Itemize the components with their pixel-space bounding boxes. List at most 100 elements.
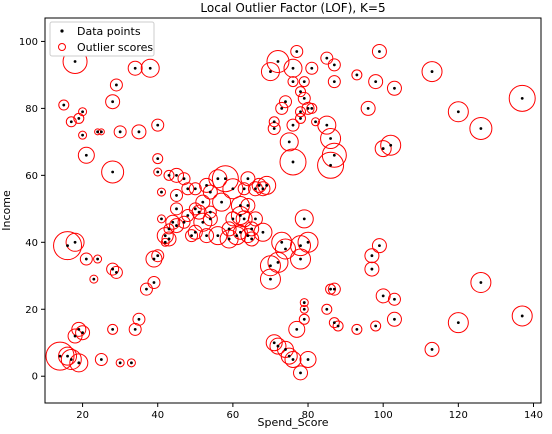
data-point	[250, 237, 254, 241]
data-point	[205, 234, 208, 238]
outlier-score-circle	[79, 252, 93, 266]
data-point	[73, 60, 77, 63]
outlier-score-circle	[109, 78, 123, 92]
data-point	[130, 361, 133, 365]
outlier-score-circle	[294, 209, 314, 229]
outlier-score-circle	[181, 182, 195, 196]
data-point	[216, 177, 220, 181]
data-point	[284, 348, 287, 351]
outlier-score-circle	[211, 165, 239, 193]
data-point	[336, 324, 340, 328]
data-point	[62, 103, 66, 107]
outlier-score-circle	[287, 76, 299, 88]
data-point	[96, 130, 100, 134]
data-point	[223, 177, 227, 181]
outlier-score-circle	[131, 124, 147, 140]
data-point	[96, 257, 100, 261]
data-point	[332, 321, 336, 325]
outlier-score-circle	[327, 58, 341, 72]
data-point	[186, 214, 190, 217]
outlier-score-circle	[364, 261, 380, 277]
data-point	[291, 358, 295, 361]
outlier-score-circle	[288, 320, 306, 338]
data-point	[227, 227, 231, 231]
outlier-score-circle	[351, 323, 363, 335]
outlier-score-circle	[93, 254, 103, 264]
outlier-score-circle	[126, 358, 136, 368]
data-point	[366, 106, 370, 110]
outlier-score-circle	[328, 317, 340, 329]
data-point	[242, 187, 246, 191]
data-point	[389, 143, 393, 147]
data-point	[69, 120, 73, 124]
outlier-score-circle	[447, 312, 469, 334]
data-point	[430, 348, 434, 351]
outlier-score-circle	[199, 228, 215, 244]
data-point	[295, 50, 299, 53]
data-point	[84, 257, 88, 261]
data-point	[291, 66, 295, 70]
data-point	[276, 260, 280, 264]
outlier-score-circle	[75, 325, 91, 341]
data-point	[261, 187, 265, 191]
outlier-score-circle	[156, 187, 166, 197]
outlier-score-circle	[424, 341, 440, 357]
data-point	[208, 217, 212, 221]
outlier-score-circle	[266, 50, 290, 74]
outlier-score-circle	[259, 268, 281, 290]
outlier-score-circle	[165, 214, 181, 230]
outlier-score-circle	[299, 298, 309, 308]
legend: Data points Outlier scores	[49, 21, 155, 57]
data-point	[148, 66, 152, 70]
outlier-score-circle	[447, 101, 469, 123]
outlier-score-circle	[386, 311, 402, 327]
y-tick-label: 20	[25, 305, 38, 316]
data-point	[299, 257, 302, 261]
data-point	[118, 130, 122, 134]
y-axis-ticks: 0 20 40 60 80 100	[19, 37, 45, 383]
data-point	[220, 200, 224, 204]
outlier-score-circles	[45, 43, 536, 381]
data-point	[163, 240, 167, 244]
data-point	[272, 341, 276, 345]
outlier-score-circle	[60, 348, 82, 370]
outlier-score-circle	[191, 204, 207, 220]
legend-data-points-label: Data points	[77, 25, 141, 38]
data-point	[208, 210, 212, 214]
outlier-score-circle	[139, 282, 153, 296]
outlier-score-circle	[301, 101, 315, 115]
data-point	[302, 80, 306, 84]
outlier-score-circle	[163, 169, 175, 181]
outlier-score-circle	[470, 271, 492, 293]
outlier-score-circle	[295, 112, 307, 124]
x-tick-label: 20	[76, 410, 89, 421]
data-point	[291, 80, 295, 84]
data-point	[332, 153, 336, 157]
data-point	[193, 187, 197, 191]
data-point	[310, 66, 314, 70]
data-point	[145, 287, 148, 291]
data-point	[175, 207, 178, 211]
data-point	[238, 204, 242, 207]
outlier-score-circle	[69, 353, 89, 373]
outlier-score-circle	[170, 188, 184, 202]
outlier-score-circle	[177, 215, 191, 229]
data-point	[77, 117, 81, 120]
outlier-score-circle	[253, 222, 273, 242]
chart-title: Local Outlier Factor (LOF), K=5	[200, 1, 385, 15]
data-point	[216, 234, 220, 238]
data-point	[197, 210, 201, 214]
outlier-score-circle	[311, 117, 321, 127]
data-points	[58, 50, 524, 375]
data-point	[329, 137, 332, 140]
data-point	[193, 207, 197, 211]
data-point	[355, 327, 359, 331]
data-point	[302, 217, 306, 221]
outlier-score-circle	[45, 341, 75, 371]
data-point	[355, 73, 359, 77]
outlier-score-circle	[283, 58, 303, 78]
legend-outlier-scores-label: Outlier scores	[77, 41, 153, 54]
outlier-score-circle	[387, 292, 401, 306]
outlier-score-circle	[386, 80, 402, 96]
outlier-score-circle	[332, 320, 344, 332]
